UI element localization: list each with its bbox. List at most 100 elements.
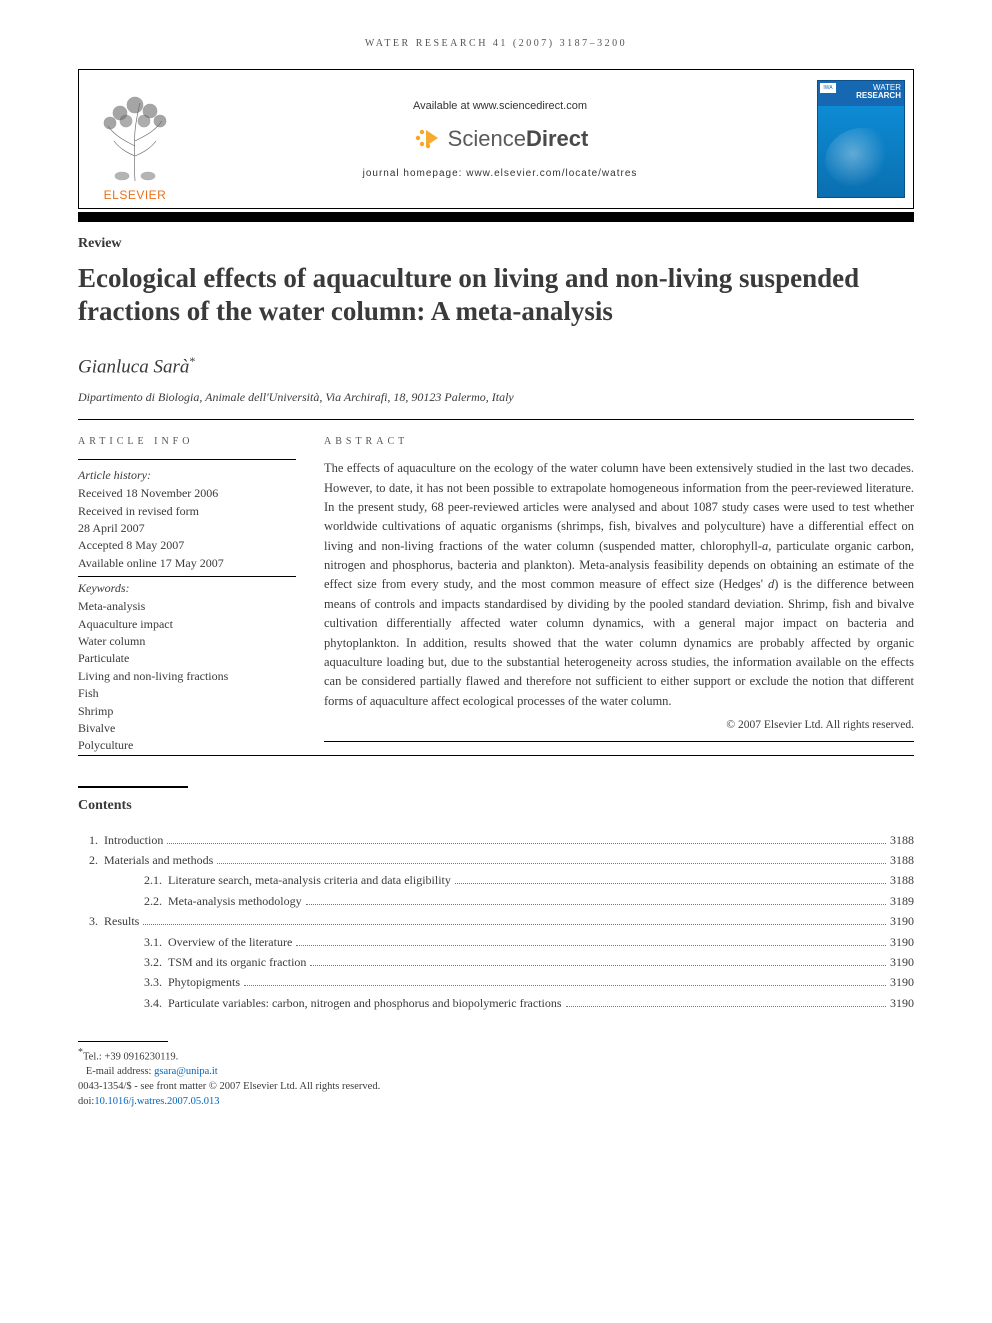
masthead-thick-rule (78, 212, 914, 222)
history-item: Available online 17 May 2007 (78, 555, 296, 572)
keyword-item: Fish (78, 685, 296, 702)
toc-row: 1.Introduction 3188 (78, 830, 914, 850)
toc-label: Phytopigments (168, 972, 240, 992)
toc-label: Overview of the literature (168, 932, 292, 952)
toc-label: Introduction (104, 830, 163, 850)
keyword-item: Aquaculture impact (78, 616, 296, 633)
toc-leader-dots (310, 965, 886, 966)
elsevier-wordmark: ELSEVIER (104, 188, 167, 202)
toc-row: 3.Results 3190 (78, 911, 914, 931)
toc-leader-dots (167, 843, 886, 844)
abstract-column: ABSTRACT The effects of aquaculture on t… (324, 436, 914, 754)
toc-number: 3.2. (104, 952, 168, 972)
journal-masthead: ELSEVIER Available at www.sciencedirect.… (78, 69, 914, 209)
toc-page: 3190 (890, 952, 914, 972)
keyword-item: Polyculture (78, 737, 296, 754)
history-item: Accepted 8 May 2007 (78, 537, 296, 554)
toc-row: 2.Materials and methods 3188 (78, 850, 914, 870)
toc-label: Literature search, meta-analysis criteri… (168, 870, 451, 890)
doi-line: doi:10.1016/j.watres.2007.05.013 (78, 1095, 914, 1110)
keyword-item: Bivalve (78, 720, 296, 737)
corresponding-email: E-mail address: gsara@unipa.it (78, 1065, 914, 1080)
toc-number: 2.1. (104, 870, 168, 890)
toc-label: Results (104, 911, 139, 931)
toc-leader-dots (566, 1006, 886, 1007)
journal-homepage-line: journal homepage: www.elsevier.com/locat… (363, 168, 638, 179)
history-item: Received in revised form (78, 503, 296, 520)
toc-row: 3.1.Overview of the literature 3190 (78, 932, 914, 952)
article-title: Ecological effects of aquaculture on liv… (78, 262, 914, 328)
divider (78, 755, 914, 756)
corresponding-marker: * (189, 354, 195, 368)
toc-leader-dots (455, 883, 886, 884)
toc-page: 3189 (890, 891, 914, 911)
toc-label: TSM and its organic fraction (168, 952, 306, 972)
sciencedirect-mark-icon (412, 124, 442, 154)
elsevier-logo-block: ELSEVIER (79, 70, 191, 208)
journal-cover-thumbnail: IWA WATER RESEARCH (817, 80, 905, 198)
toc-page: 3190 (890, 932, 914, 952)
toc-page: 3190 (890, 993, 914, 1013)
toc-row: 3.2.TSM and its organic fraction 3190 (78, 952, 914, 972)
cover-badge: IWA (820, 83, 836, 93)
keyword-item: Meta-analysis (78, 598, 296, 615)
toc-leader-dots (306, 904, 886, 905)
article-type: Review (78, 236, 914, 252)
sciencedirect-logo: ScienceDirect (412, 124, 589, 154)
toc-leader-dots (296, 945, 886, 946)
toc-number: 3. (78, 911, 104, 931)
elsevier-tree-icon (90, 91, 180, 186)
abstract-copyright: © 2007 Elsevier Ltd. All rights reserved… (324, 719, 914, 731)
contents-rule (78, 786, 188, 788)
contents-heading: Contents (78, 798, 914, 814)
history-item: Received 18 November 2006 (78, 485, 296, 502)
article-info-column: ARTICLE INFO Article history: Received 1… (78, 436, 296, 754)
keyword-item: Particulate (78, 650, 296, 667)
toc-row: 2.1.Literature search, meta-analysis cri… (78, 870, 914, 890)
toc-leader-dots (217, 863, 886, 864)
keywords-label: Keywords: (78, 576, 296, 596)
email-link[interactable]: gsara@unipa.it (154, 1066, 218, 1077)
doi-link[interactable]: 10.1016/j.watres.2007.05.013 (94, 1096, 219, 1107)
toc-number: 2.2. (104, 891, 168, 911)
toc-number: 3.4. (104, 993, 168, 1013)
divider (78, 419, 914, 420)
masthead-center: Available at www.sciencedirect.com Scien… (191, 70, 809, 208)
toc-page: 3190 (890, 911, 914, 931)
article-info-heading: ARTICLE INFO (78, 436, 296, 447)
toc-leader-dots (244, 985, 886, 986)
divider (324, 741, 914, 742)
toc-page: 3188 (890, 830, 914, 850)
toc-row: 3.3.Phytopigments 3190 (78, 972, 914, 992)
toc-row: 2.2.Meta-analysis methodology 3189 (78, 891, 914, 911)
corresponding-tel: *Tel.: +39 0916230119. (78, 1046, 914, 1065)
cover-journal-title: WATER RESEARCH (856, 84, 901, 100)
toc-number: 2. (78, 850, 104, 870)
abstract-text: The effects of aquaculture on the ecolog… (324, 459, 914, 711)
journal-cover-block: IWA WATER RESEARCH (809, 70, 913, 208)
sciencedirect-wordmark: ScienceDirect (448, 126, 589, 152)
abstract-heading: ABSTRACT (324, 436, 914, 447)
toc-label: Particulate variables: carbon, nitrogen … (168, 993, 562, 1013)
toc-number: 3.1. (104, 932, 168, 952)
front-matter-line: 0043-1354/$ - see front matter © 2007 El… (78, 1080, 914, 1095)
toc-page: 3188 (890, 870, 914, 890)
toc-label: Meta-analysis methodology (168, 891, 302, 911)
affiliation: Dipartimento di Biologia, Animale dell'U… (78, 390, 914, 405)
toc-page: 3188 (890, 850, 914, 870)
toc-number: 1. (78, 830, 104, 850)
toc-number: 3.3. (104, 972, 168, 992)
running-head: WATER RESEARCH 41 (2007) 3187–3200 (78, 38, 914, 49)
keyword-item: Water column (78, 633, 296, 650)
footer-block: *Tel.: +39 0916230119. E-mail address: g… (78, 1041, 914, 1109)
keyword-item: Shrimp (78, 703, 296, 720)
history-item: 28 April 2007 (78, 520, 296, 537)
toc-page: 3190 (890, 972, 914, 992)
toc-label: Materials and methods (104, 850, 213, 870)
table-of-contents: 1.Introduction 31882.Materials and metho… (78, 830, 914, 1014)
keyword-item: Living and non-living fractions (78, 668, 296, 685)
history-label: Article history: (78, 468, 296, 483)
available-at-line: Available at www.sciencedirect.com (413, 100, 587, 112)
toc-leader-dots (143, 924, 886, 925)
author-line: Gianluca Sarà* (78, 354, 914, 378)
